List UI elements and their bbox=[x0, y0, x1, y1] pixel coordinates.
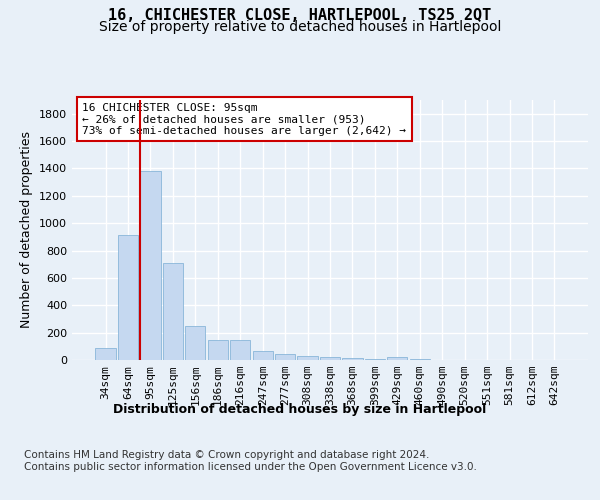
Bar bbox=[95, 348, 116, 360]
Bar bbox=[253, 351, 273, 360]
Text: Contains HM Land Registry data © Crown copyright and database right 2024.
Contai: Contains HM Land Registry data © Crown c… bbox=[24, 450, 477, 471]
Bar bbox=[208, 340, 228, 360]
Bar bbox=[343, 358, 362, 360]
Bar bbox=[230, 340, 250, 360]
Bar bbox=[298, 356, 317, 360]
Y-axis label: Number of detached properties: Number of detached properties bbox=[20, 132, 34, 328]
Bar bbox=[140, 171, 161, 360]
Bar bbox=[118, 236, 138, 360]
Text: 16, CHICHESTER CLOSE, HARTLEPOOL, TS25 2QT: 16, CHICHESTER CLOSE, HARTLEPOOL, TS25 2… bbox=[109, 8, 491, 22]
Bar bbox=[275, 354, 295, 360]
Bar bbox=[163, 263, 183, 360]
Text: Size of property relative to detached houses in Hartlepool: Size of property relative to detached ho… bbox=[99, 20, 501, 34]
Bar bbox=[387, 358, 407, 360]
Bar bbox=[185, 326, 205, 360]
Text: 16 CHICHESTER CLOSE: 95sqm
← 26% of detached houses are smaller (953)
73% of sem: 16 CHICHESTER CLOSE: 95sqm ← 26% of deta… bbox=[82, 102, 406, 136]
Text: Distribution of detached houses by size in Hartlepool: Distribution of detached houses by size … bbox=[113, 402, 487, 415]
Bar bbox=[320, 356, 340, 360]
